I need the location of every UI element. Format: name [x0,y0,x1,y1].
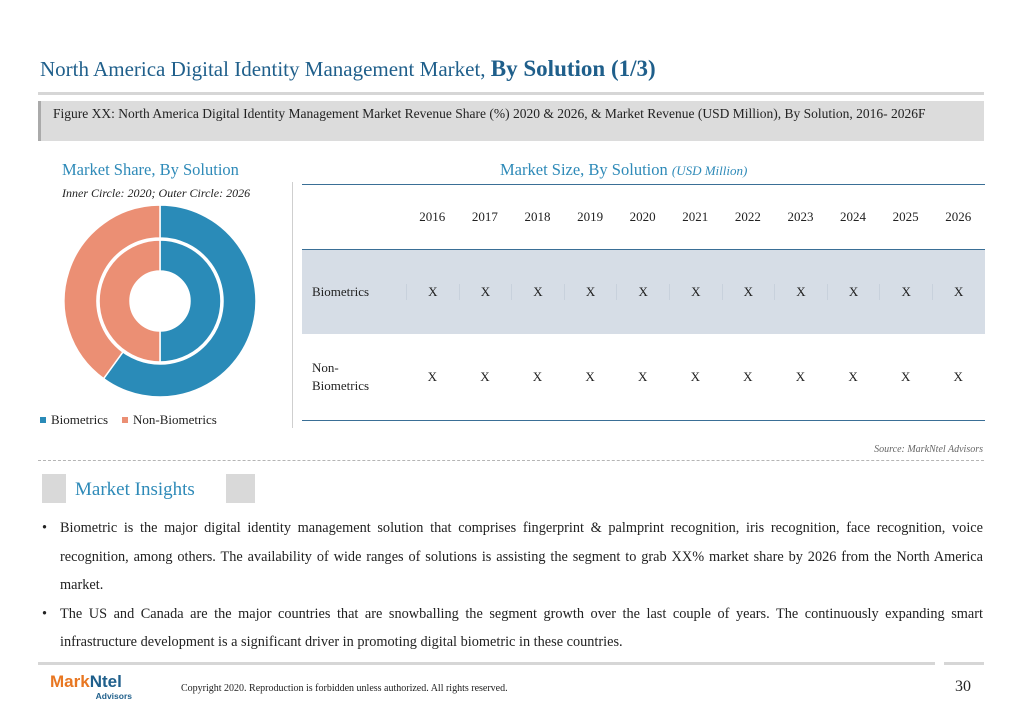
table-year-header: 2018 [524,209,551,224]
page-number: 30 [955,678,971,695]
market-size-table: 2016 2017 2018 2019 2020 2021 2022 2023 2024 2025… [302,184,985,421]
logo-ntel-text: Ntel [89,672,122,691]
figure-caption-box: Figure XX: North America Digital Identit… [38,101,984,141]
table-cell: X [774,284,827,300]
table-cell: X [458,284,512,300]
table-row: Non- Biometrics X X X X X X X X X X X [302,334,985,420]
market-share-title: Market Share, By Solution [62,160,239,179]
insight-bullet: • Biometric is the major digital identity… [42,514,983,600]
table-cell: X [826,284,880,300]
table-cell: X [511,284,564,300]
figure-caption: Figure XX: North America Digital Identit… [53,106,926,121]
table-cell: X [795,369,806,384]
chart-legend: Biometrics Non-Biometrics [40,412,217,428]
table-cell: X [532,369,543,384]
table-cell: X [616,284,669,300]
bullet-dot: • [42,605,48,622]
table-year-header: 2024 [840,209,867,224]
market-share-subtitle: Inner Circle: 2020; Outer Circle: 2026 [62,186,251,200]
table-cell: X [563,284,617,300]
donut-slice-2020-non-biometrics [98,239,161,363]
copyright-notice: Copyright 2020. Reproduction is forbidde… [181,683,508,694]
table-year-header: 2022 [734,209,761,224]
table-year-header: 2026 [945,209,972,224]
table-year-header: 2016 [419,209,446,224]
insight-text: The US and Canada are the major countrie… [60,605,983,651]
donut-slice-2026-biometrics [102,204,257,398]
table-year-header: 2020 [629,209,656,224]
table-cell: X [879,284,932,300]
logo-subtitle: Advisors [95,691,132,701]
table-header-row: 2016 2017 2018 2019 2020 2021 2022 2023 2024 2025… [302,185,985,249]
table-cell: X [637,369,648,384]
table-year-header: 2023 [787,209,814,224]
table-row-label: Biometrics [312,284,370,299]
table-cell: X [743,369,753,384]
dashed-divider [38,460,984,461]
footer-rule [38,662,935,665]
insights-marker-right [226,474,255,503]
table-cell: X [900,369,911,384]
market-size-unit: (USD Million) [671,163,748,178]
legend-swatch [40,417,46,423]
table-cell: X [406,284,459,300]
table-year-header: 2017 [471,209,498,224]
table-cell: X [848,369,858,384]
table-row-label: Non- Biometrics [312,360,370,393]
table-rule-header [302,249,985,250]
table-cell: X [585,369,595,384]
table-rule-bottom [302,420,985,421]
insights-title: Market Insights [75,479,195,500]
footer-rule-right [944,662,984,665]
insights-marker-left [42,474,66,503]
source-note: Source: MarkNtel Advisors [874,444,983,455]
table-cell: X [690,369,700,384]
insight-bullet: • The US and Canada are the major countri… [42,600,983,657]
table-cell: X [953,369,963,384]
donut-slice-2020-biometrics [159,239,222,363]
logo-mark-text: Mark [50,672,90,691]
table-cell: X [931,284,985,300]
page-title: North America Digital Identity Managemen… [40,56,656,82]
bullet-dot: • [42,520,48,536]
table-cell: X [721,284,775,300]
table-cell: X [427,369,437,384]
legend-label: Biometrics [51,412,109,427]
legend-swatch [122,417,129,423]
insights-list: • Biometric is the major digital identity… [42,514,983,657]
logo-wordmark: MarkNtel [50,672,122,692]
table-rule-top [302,184,985,185]
donut-slice-2026-non-biometrics [63,204,161,380]
legend-label: Non-Biometrics [133,412,217,427]
company-logo: MarkNtel Advisors [50,672,140,704]
table-cell: X [480,369,490,384]
market-size-title: Market Size, By Solution (USD Million) [500,160,747,180]
page-title-bold: By Solution (1/3) [490,56,656,81]
table-row: Biometrics X X X X X X X X X X X [302,250,985,334]
table-year-header: 2021 [682,209,709,224]
market-size-title-text: Market Size, By Solution [500,160,668,179]
legend-item-biometrics: Biometrics [40,412,108,428]
table-year-header: 2025 [892,209,919,224]
page-title-main: North America Digital Identity Managemen… [40,57,486,81]
legend-item-non-biometrics: Non-Biometrics [122,412,217,428]
table-year-header: 2019 [577,209,604,224]
insight-text: Biometric is the major digital identity … [60,520,983,593]
title-divider [38,92,984,95]
table-cell: X [668,284,722,300]
donut-chart [63,204,257,398]
panel-divider [292,182,293,428]
